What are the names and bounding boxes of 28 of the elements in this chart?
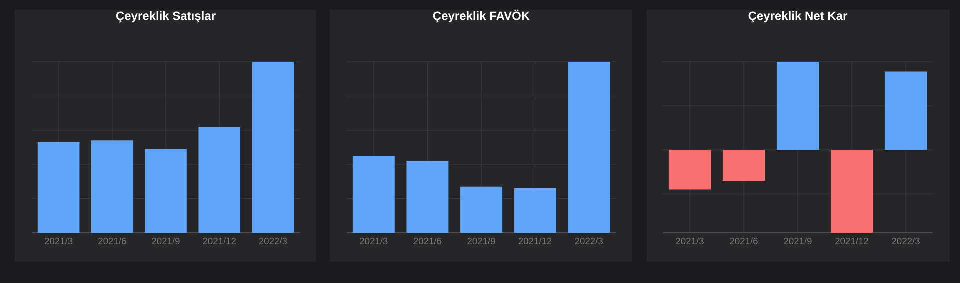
bar xyxy=(38,142,80,233)
bar xyxy=(198,126,241,233)
bar xyxy=(460,186,502,233)
x-tick-label: 2021/3 xyxy=(44,238,73,245)
x-tick-label: 2021/9 xyxy=(468,238,496,245)
x-tick-label: 2021/9 xyxy=(152,238,180,245)
x-tick-label: 2021/12 xyxy=(518,238,552,245)
x-tick-label: 2022/3 xyxy=(259,238,288,245)
x-tick-label: 2021/6 xyxy=(414,238,442,245)
chart-title: Çeyreklik FAVÖK xyxy=(433,10,530,23)
bar xyxy=(252,62,294,233)
chart-title: Çeyreklik Net Kar xyxy=(748,11,848,23)
bar xyxy=(92,140,134,233)
bar xyxy=(514,188,556,233)
x-tick-label: 2022/3 xyxy=(575,238,603,245)
x-tick-label: 2021/9 xyxy=(784,238,812,245)
x-tick-label: 2022/3 xyxy=(892,238,920,245)
bar xyxy=(352,156,395,233)
x-tick-label: 2021/6 xyxy=(730,238,758,245)
x-tick-label: 2021/6 xyxy=(98,238,126,245)
chart-title: Çeyreklik Satışlar xyxy=(116,11,216,23)
bar xyxy=(568,62,610,233)
x-tick-label: 2021/12 xyxy=(203,238,236,245)
x-tick-label: 2021/12 xyxy=(836,238,868,245)
bar xyxy=(406,161,449,233)
bar xyxy=(145,149,187,233)
x-tick-label: 2021/3 xyxy=(676,238,704,245)
x-tick-label: 2021/3 xyxy=(360,238,388,245)
